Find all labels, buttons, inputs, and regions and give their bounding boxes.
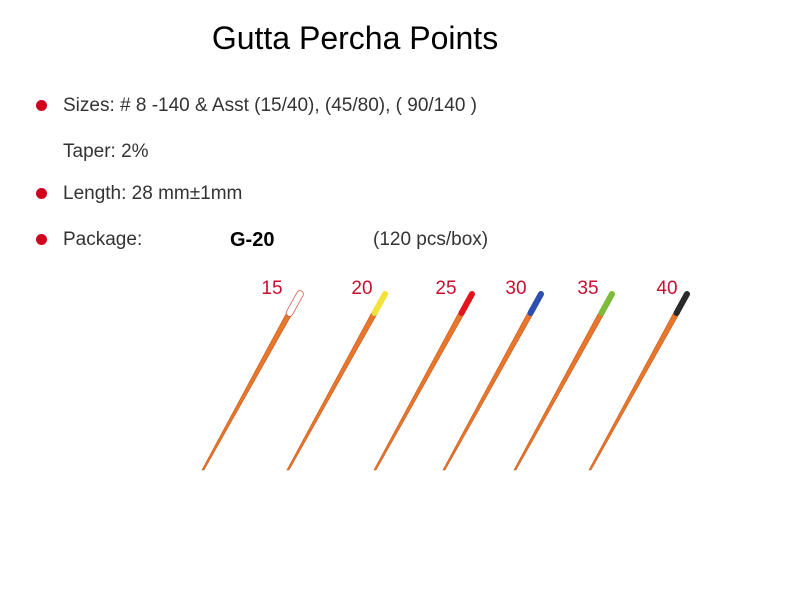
- gutta-point-40: [588, 291, 690, 471]
- point-size-label: 25: [435, 278, 456, 299]
- length-text: Length: 28 mm±1mm: [63, 183, 243, 204]
- page-title: Gutta Percha Points: [211, 20, 499, 56]
- point-size-label: 15: [261, 278, 282, 299]
- point-body: [286, 312, 379, 471]
- point-color-cap: [371, 291, 388, 316]
- point-size-label: 30: [505, 278, 526, 299]
- point-body: [201, 312, 294, 471]
- model-code: G-20: [230, 229, 275, 251]
- gutta-point-15: [201, 290, 304, 471]
- point-body: [513, 312, 606, 471]
- point-color-cap: [673, 291, 690, 316]
- gutta-point-30: [442, 291, 544, 471]
- bullet-icon: [36, 100, 47, 111]
- point-color-cap: [598, 291, 615, 316]
- point-size-label: 20: [351, 278, 372, 299]
- point-body: [373, 312, 466, 471]
- gutta-point-25: [373, 291, 475, 471]
- gutta-point-20: [286, 291, 388, 471]
- point-size-label: 35: [577, 278, 598, 299]
- point-color-cap: [286, 291, 303, 316]
- sizes-text: Sizes: # 8 -140 & Asst (15/40), (45/80),…: [63, 95, 477, 116]
- package-text: Package:: [63, 229, 143, 250]
- pack-count: (120 pcs/box): [373, 229, 489, 250]
- gutta-point-35: [513, 291, 615, 471]
- point-body: [442, 312, 535, 471]
- point-size-label: 40: [656, 278, 677, 299]
- point-color-cap: [458, 291, 475, 316]
- taper-text: Taper: 2%: [63, 141, 149, 162]
- point-color-cap: [527, 291, 544, 316]
- point-body: [588, 312, 681, 471]
- bullet-icon: [36, 188, 47, 199]
- bullet-icon: [36, 234, 47, 245]
